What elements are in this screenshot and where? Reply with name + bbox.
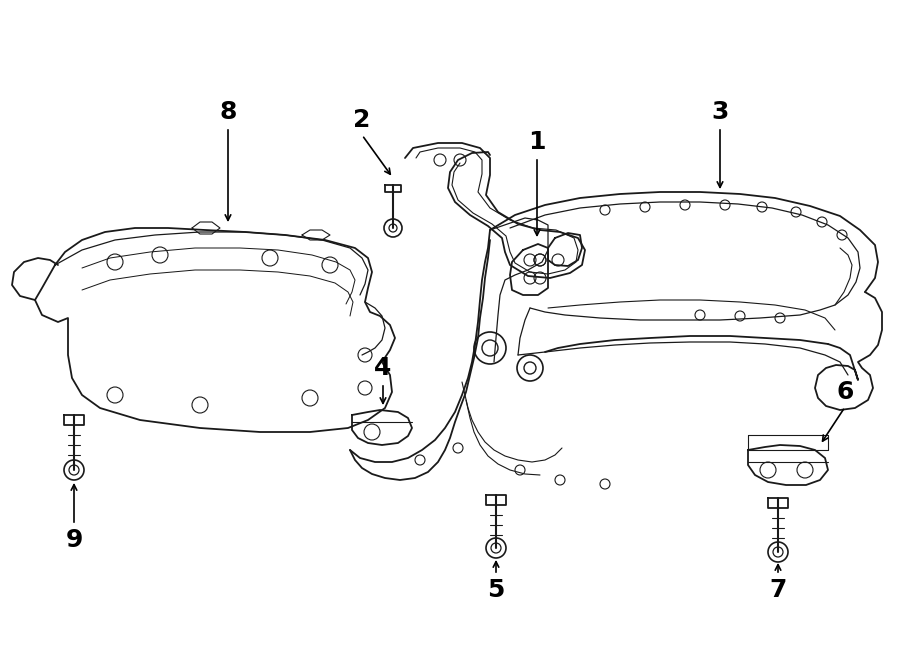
Text: 7: 7 <box>770 578 787 602</box>
Text: 3: 3 <box>711 100 729 124</box>
Text: 9: 9 <box>66 528 83 552</box>
Text: 6: 6 <box>836 380 854 404</box>
Text: 2: 2 <box>354 108 371 132</box>
Text: 4: 4 <box>374 356 392 380</box>
Text: 5: 5 <box>487 578 505 602</box>
Text: 8: 8 <box>220 100 237 124</box>
Text: 1: 1 <box>528 130 545 154</box>
